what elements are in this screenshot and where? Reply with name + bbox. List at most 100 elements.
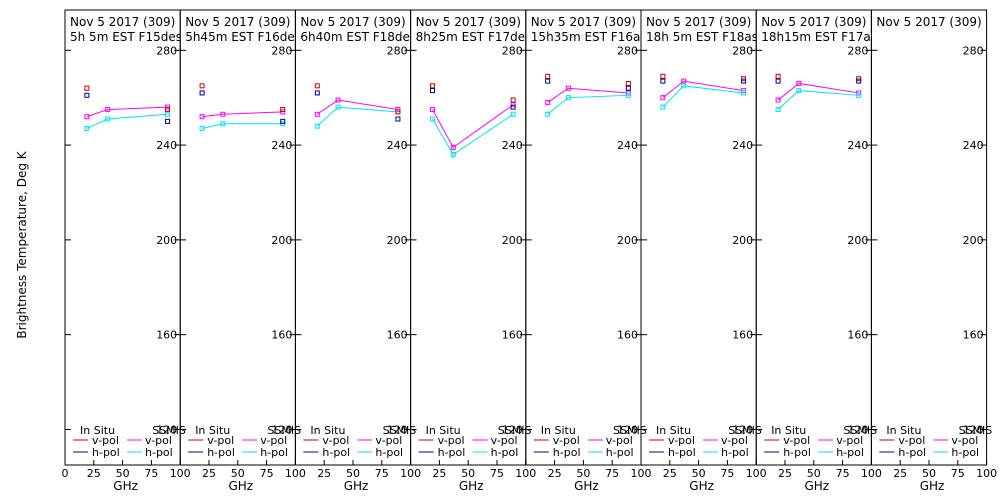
x-axis-label: GHz: [920, 479, 945, 493]
point-insitu-h: [660, 78, 666, 84]
point-insitu-v: [280, 107, 286, 113]
point-insitu-h: [314, 90, 320, 96]
legend-in-situ: In Situ: [195, 424, 230, 437]
point-insitu-v: [660, 73, 666, 79]
legend-label-insitu-vpol: v-pol: [438, 434, 465, 447]
series-line-ssmis-v: [432, 104, 514, 149]
series-line-ssmis-h: [777, 90, 859, 110]
y-tick-label: 280: [617, 44, 638, 57]
x-tick-label: 100: [861, 467, 882, 480]
point-ssmis-h: [775, 107, 781, 113]
panel-7: Nov 5 2017 (309)18h15m EST F17asc 120 160 2…: [755, 9, 882, 493]
x-tick-label: 50: [576, 467, 590, 480]
series-line-ssmis-v: [317, 99, 399, 115]
legend-label-insitu-hpol: h-pol: [322, 446, 350, 459]
x-tick-label: 75: [144, 467, 158, 480]
y-tick-label: 240: [963, 139, 984, 152]
y-tick-label: 240: [847, 139, 868, 152]
legend-label-ssmis-vpol: v-pol: [145, 434, 172, 447]
panel-date: Nov 5 2017 (309): [646, 15, 751, 29]
y-tick-label: 200: [732, 234, 753, 247]
series-line-ssmis-h: [86, 113, 168, 129]
point-ssmis-v: [84, 114, 90, 120]
legend-label-insitu-vpol: v-pol: [783, 434, 810, 447]
point-ssmis-h: [105, 116, 111, 122]
point-ssmis-v: [660, 95, 666, 101]
series-line-ssmis-h: [547, 94, 629, 115]
legend-label-insitu-hpol: h-pol: [668, 446, 696, 459]
panels-group: Nov 5 2017 (309)5h 5m EST F15des 120 160 20…: [62, 9, 997, 493]
point-ssmis-h: [681, 83, 687, 89]
legend-label-ssmis-vpol: v-pol: [260, 434, 287, 447]
legend-ssmis: SSMIS: [728, 424, 762, 437]
legend-ssmis: SSMIS: [498, 424, 532, 437]
y-tick-label: 120: [732, 423, 753, 436]
panel-title: Nov 5 2017 (309)18h 5m EST F18asc: [646, 15, 765, 44]
point-ssmis-h: [429, 116, 435, 122]
x-tick-label: 100: [400, 467, 421, 480]
point-insitu-v: [314, 83, 320, 89]
panel-time: 8h25m EST F17des: [416, 30, 532, 44]
y-tick-label: 200: [387, 234, 408, 247]
series-line-ssmis-h: [201, 123, 283, 129]
point-insitu-v: [625, 80, 631, 86]
point-insitu-h: [165, 118, 171, 124]
y-tick-label: 240: [156, 139, 177, 152]
y-tick-label: 200: [156, 234, 177, 247]
legend-label-insitu-vpol: v-pol: [207, 434, 234, 447]
x-tick-label: 25: [87, 467, 101, 480]
legend-label-ssmis-vpol: v-pol: [375, 434, 402, 447]
x-tick-label: 100: [631, 467, 652, 480]
legend-in-situ: In Situ: [656, 424, 691, 437]
x-tick-label: 25: [778, 467, 792, 480]
y-tick-label: 160: [271, 329, 292, 342]
panel-8: Nov 5 2017 (309) 120 160 200 240 280 25 50 75 100…: [870, 9, 997, 493]
point-ssmis-h: [510, 111, 516, 117]
y-tick-label: 240: [271, 139, 292, 152]
legend-label-ssmis-hpol: h-pol: [491, 446, 519, 459]
y-tick-label: 280: [963, 44, 984, 57]
point-insitu-h: [429, 88, 435, 94]
x-axis-label: GHz: [804, 479, 829, 493]
point-insitu-v: [395, 109, 401, 115]
panel-time: 18h 5m EST F18asc: [646, 30, 765, 44]
legend-label-ssmis-hpol: h-pol: [836, 446, 864, 459]
point-ssmis-h: [796, 88, 802, 94]
legend-in-situ: In Situ: [80, 424, 115, 437]
panel-date: Nov 5 2017 (309): [531, 15, 636, 29]
series-line-ssmis-v: [777, 82, 859, 101]
point-ssmis-h: [220, 121, 226, 127]
y-tick-label: 280: [156, 44, 177, 57]
y-tick-label: 120: [847, 423, 868, 436]
y-tick-label: 280: [732, 44, 753, 57]
series-line-ssmis-h: [432, 113, 514, 156]
panel-date: Nov 5 2017 (309): [876, 15, 981, 29]
point-ssmis-v: [335, 97, 341, 103]
legend-ssmis: SSMIS: [959, 424, 993, 437]
series-line-ssmis-v: [202, 111, 283, 118]
point-ssmis-h: [565, 95, 571, 101]
point-ssmis-v: [199, 114, 205, 120]
point-ssmis-v: [565, 85, 571, 91]
x-tick-label: 50: [231, 467, 245, 480]
point-insitu-v: [429, 83, 435, 89]
y-tick-label: 280: [502, 44, 523, 57]
legend-label-insitu-vpol: v-pol: [553, 434, 580, 447]
panel-6: Nov 5 2017 (309)18h 5m EST F18asc 120 160 2…: [640, 9, 767, 493]
x-tick-label: 50: [116, 467, 130, 480]
point-ssmis-h: [856, 92, 862, 98]
series-line-ssmis-v: [662, 80, 744, 99]
legend-label-ssmis-vpol: v-pol: [951, 434, 978, 447]
y-tick-label: 160: [963, 329, 984, 342]
x-tick-label: 25: [317, 467, 331, 480]
x-tick-label: 25: [432, 467, 446, 480]
panel-title: Nov 5 2017 (309)5h 5m EST F15des: [70, 15, 180, 44]
panel-time: 6h40m EST F18des: [300, 30, 416, 44]
legend-label-insitu-hpol: h-pol: [898, 446, 926, 459]
panel-title: Nov 5 2017 (309)18h15m EST F17asc: [761, 15, 871, 44]
y-tick-label: 200: [847, 234, 868, 247]
legend-label-ssmis-vpol: v-pol: [836, 434, 863, 447]
